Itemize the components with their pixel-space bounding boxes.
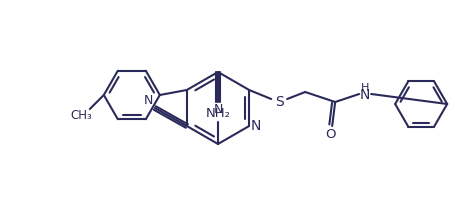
Text: N: N: [144, 95, 153, 108]
Text: CH₃: CH₃: [70, 110, 91, 122]
Text: S: S: [274, 95, 283, 109]
Text: N: N: [250, 119, 261, 133]
Text: NH₂: NH₂: [205, 108, 230, 121]
Text: O: O: [324, 129, 335, 141]
Text: H: H: [360, 83, 369, 93]
Text: N: N: [359, 88, 369, 102]
Text: N: N: [213, 103, 222, 116]
